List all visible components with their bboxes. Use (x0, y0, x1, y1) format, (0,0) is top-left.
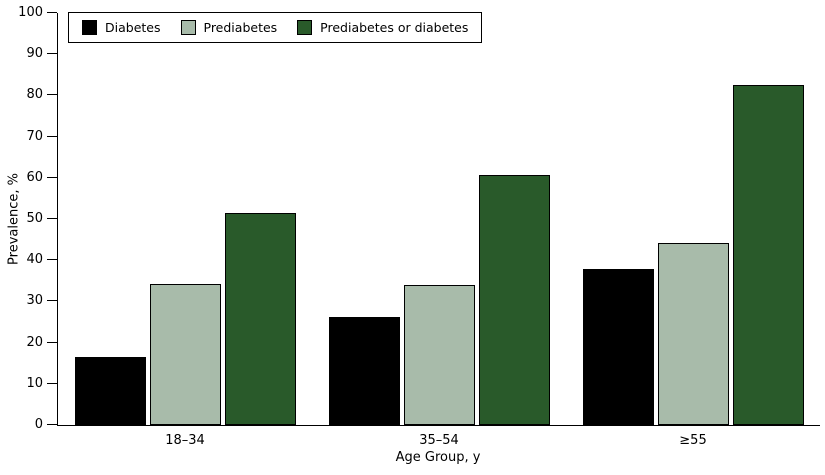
diabetes-swatch-icon (82, 20, 97, 35)
bar-prediabetes-or-diabetes-3554 (479, 175, 550, 425)
x-category-label: 35–54 (419, 433, 459, 448)
y-axis-tick-label: 20 (26, 334, 43, 350)
y-axis-tick (47, 53, 57, 55)
x-category-label: 18–34 (165, 433, 205, 448)
y-axis-tick (47, 341, 57, 343)
y-axis-tick-label: 60 (26, 169, 43, 185)
y-axis-tick (47, 259, 57, 261)
y-axis-tick-label: 40 (26, 252, 43, 268)
bar-prediabetes-or-diabetes-1834 (225, 213, 296, 425)
y-axis-tick-label: 0 (34, 417, 43, 432)
y-axis-tick (47, 424, 57, 425)
y-axis-tick-label: 90 (26, 46, 43, 62)
y-axis-tick-label: 10 (26, 375, 43, 391)
bar-prediabetes-55 (658, 243, 729, 425)
legend-item-prediabetes-or-diabetes: Prediabetes or diabetes (297, 20, 468, 35)
bar-prediabetes-1834 (150, 284, 221, 425)
y-axis-tick (47, 94, 57, 96)
x-category-label: ≥55 (679, 433, 707, 448)
legend-item-diabetes: Diabetes (82, 20, 161, 35)
y-axis-tick-label: 50 (26, 211, 43, 226)
bar-prediabetes-3554 (404, 285, 475, 425)
bar-prediabetes-or-diabetes-55 (733, 85, 804, 425)
y-axis-tick (47, 382, 57, 384)
y-axis-tick-label: 100 (18, 5, 43, 20)
y-axis-tick (47, 12, 57, 13)
prediabetes-or-diabetes-swatch-icon (297, 20, 313, 35)
plot-area: 0 10 20 30 40 50 60 70 80 90 100 18–34 35–54 ≥55 (18, 6, 820, 448)
y-axis-tick (47, 135, 57, 137)
y-axis-tick-label: 70 (26, 128, 43, 144)
legend-label-diabetes: Diabetes (105, 20, 161, 35)
y-axis-tick (47, 300, 57, 302)
legend: Diabetes Prediabetes Prediabetes or diab… (68, 12, 483, 43)
bar-diabetes-3554 (329, 317, 400, 425)
y-axis-tick (47, 176, 57, 178)
x-axis-title: Age Group, y (395, 450, 481, 465)
y-axis-tick (47, 218, 57, 219)
legend-label-prediabetes-or-diabetes: Prediabetes or diabetes (320, 20, 469, 35)
bar-diabetes-55 (583, 269, 654, 425)
prediabetes-swatch-icon (180, 20, 196, 35)
bar-diabetes-1834 (75, 357, 146, 425)
y-axis-tick-label: 30 (26, 293, 43, 309)
legend-label-prediabetes: Prediabetes (203, 20, 278, 35)
y-axis-tick-label: 80 (26, 87, 43, 103)
legend-item-prediabetes: Prediabetes (180, 20, 278, 35)
